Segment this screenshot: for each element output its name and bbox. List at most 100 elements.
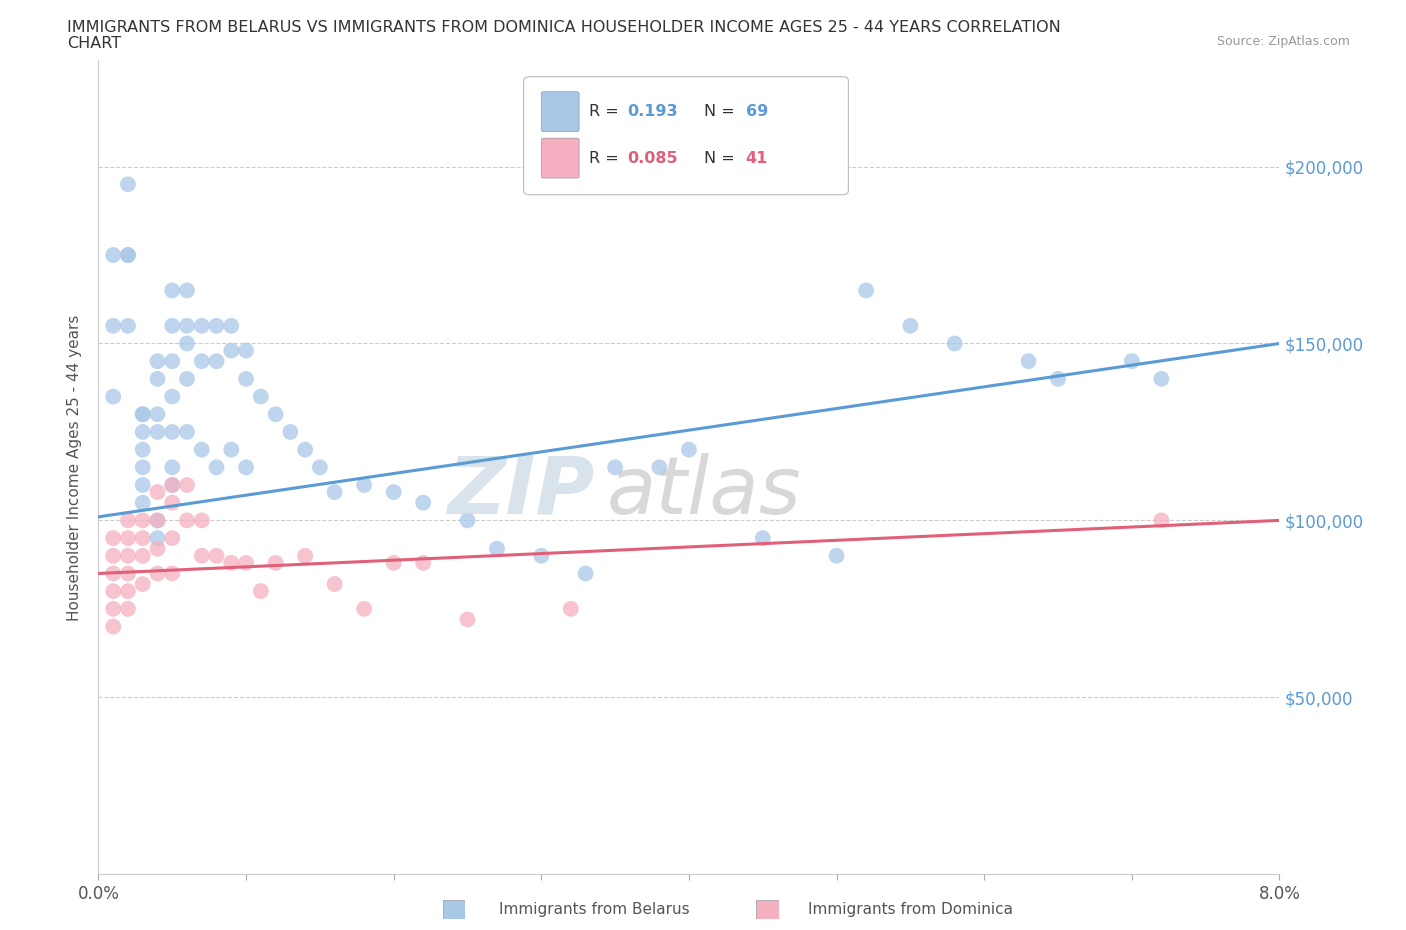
Point <box>1121 353 1143 368</box>
Text: 41: 41 <box>745 151 768 166</box>
Point <box>309 460 332 474</box>
Point <box>486 541 509 556</box>
Point <box>162 566 183 581</box>
Point <box>825 549 848 564</box>
Point <box>176 513 198 528</box>
Text: atlas: atlas <box>606 453 801 531</box>
Point <box>235 343 257 358</box>
Point <box>162 283 183 298</box>
Point <box>103 602 125 617</box>
Point <box>560 602 582 617</box>
Point <box>176 283 198 298</box>
Point <box>678 442 700 457</box>
Point <box>103 318 125 333</box>
Text: IMMIGRANTS FROM BELARUS VS IMMIGRANTS FROM DOMINICA HOUSEHOLDER INCOME AGES 25 -: IMMIGRANTS FROM BELARUS VS IMMIGRANTS FR… <box>67 20 1062 35</box>
Point <box>132 442 155 457</box>
Point <box>191 549 214 564</box>
Point <box>117 513 139 528</box>
Point <box>353 602 375 617</box>
Point <box>191 442 214 457</box>
Point <box>162 460 183 474</box>
Point <box>132 460 155 474</box>
Point <box>132 478 155 493</box>
Text: N =: N = <box>704 151 740 166</box>
FancyBboxPatch shape <box>523 77 848 194</box>
Point <box>146 353 169 368</box>
Point <box>235 371 257 386</box>
Text: 0.193: 0.193 <box>627 104 678 119</box>
Point <box>117 247 139 262</box>
Point <box>117 531 139 546</box>
Point <box>132 406 155 421</box>
Point <box>221 343 243 358</box>
Point <box>117 549 139 564</box>
FancyBboxPatch shape <box>541 92 579 132</box>
Text: N =: N = <box>704 104 740 119</box>
Point <box>1150 513 1173 528</box>
Point <box>457 612 479 627</box>
Point <box>943 336 966 351</box>
Point <box>176 478 198 493</box>
Point <box>205 318 228 333</box>
Point <box>132 406 155 421</box>
Point <box>1018 353 1040 368</box>
Point <box>575 566 598 581</box>
Point <box>146 513 169 528</box>
Point <box>280 424 302 439</box>
Point <box>103 549 125 564</box>
Point <box>191 353 214 368</box>
Point <box>752 531 775 546</box>
Point <box>162 318 183 333</box>
Text: Immigrants from Dominica: Immigrants from Dominica <box>808 902 1014 917</box>
Y-axis label: Householder Income Ages 25 - 44 years: Householder Income Ages 25 - 44 years <box>67 314 83 620</box>
Point <box>221 555 243 570</box>
Point <box>221 318 243 333</box>
Point <box>117 566 139 581</box>
FancyBboxPatch shape <box>541 139 579 178</box>
Point <box>132 513 155 528</box>
Text: ZIP: ZIP <box>447 453 595 531</box>
Point <box>146 566 169 581</box>
Point <box>117 247 139 262</box>
Point <box>103 531 125 546</box>
Point <box>1046 371 1070 386</box>
Point <box>162 478 183 493</box>
Point <box>382 485 405 499</box>
Point <box>250 584 273 599</box>
Point <box>103 566 125 581</box>
Point <box>457 513 479 528</box>
Point <box>132 531 155 546</box>
Text: 0.085: 0.085 <box>627 151 678 166</box>
Point <box>294 549 316 564</box>
Point <box>176 371 198 386</box>
Point <box>117 177 139 192</box>
Point <box>103 247 125 262</box>
Point <box>412 555 434 570</box>
Point <box>132 577 155 591</box>
Point <box>191 318 214 333</box>
Point <box>103 389 125 404</box>
Point <box>323 577 346 591</box>
Point <box>176 318 198 333</box>
Text: CHART: CHART <box>67 36 121 51</box>
Point <box>132 549 155 564</box>
Point <box>146 485 169 499</box>
Point <box>162 424 183 439</box>
Point <box>162 531 183 546</box>
Point <box>146 406 169 421</box>
Point <box>146 531 169 546</box>
Point <box>221 442 243 457</box>
Text: Source: ZipAtlas.com: Source: ZipAtlas.com <box>1216 35 1350 48</box>
Text: R =: R = <box>589 151 623 166</box>
Point <box>146 541 169 556</box>
Point <box>648 460 671 474</box>
Point <box>146 424 169 439</box>
Point <box>264 555 287 570</box>
Point <box>103 619 125 634</box>
Point <box>162 389 183 404</box>
Point <box>353 478 375 493</box>
Point <box>132 424 155 439</box>
Point <box>176 336 198 351</box>
Point <box>250 389 273 404</box>
Point <box>205 549 228 564</box>
